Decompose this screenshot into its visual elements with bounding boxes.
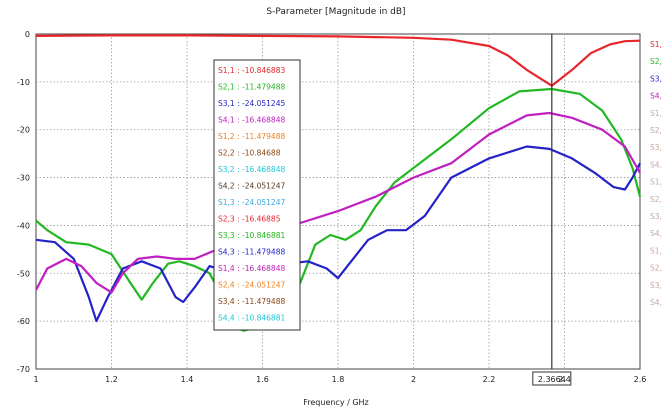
side-legend-entry: S4, bbox=[650, 298, 662, 307]
x-tick-labels: 1 1.2 1.4 1.6 1.8 2 2.2 2.4 2.6 bbox=[33, 375, 646, 384]
legend-entry: S2,2 : -10.84688 bbox=[218, 149, 281, 158]
legend-entry: S1,2 : -11.479488 bbox=[218, 132, 285, 141]
side-legend-entry: S2, bbox=[650, 126, 662, 135]
value-legend-box: S1,1 : -10.846883 S2,1 : -11.479488 S3,1 :… bbox=[213, 59, 301, 331]
x-axis-label: Frequency / GHz bbox=[303, 398, 369, 407]
y-tick-label: -10 bbox=[17, 78, 30, 87]
x-tick-label: 2.4 bbox=[558, 375, 571, 384]
side-legend-entry: S3, bbox=[650, 281, 662, 290]
x-tick-label: 2 bbox=[411, 375, 416, 384]
x-tick-label: 2.6 bbox=[634, 375, 647, 384]
y-tick-label: -30 bbox=[17, 174, 30, 183]
side-legend-entry: S3, bbox=[650, 143, 662, 152]
legend-entry: S3,3 : -10.846881 bbox=[218, 231, 285, 240]
x-tick-label: 1.2 bbox=[105, 375, 118, 384]
legend-entry: S4,2 : -24.051247 bbox=[218, 182, 285, 191]
series-line-s1-1 bbox=[35, 34, 641, 87]
side-legend-entry: S4, bbox=[650, 92, 662, 101]
marker-label-box bbox=[532, 371, 572, 386]
side-legend-entry: S1, bbox=[650, 40, 662, 49]
marker-label: 2.3664 bbox=[538, 375, 566, 384]
legend-entry: S3,1 : -24.051245 bbox=[218, 99, 285, 108]
legend-entry: S2,4 : -24.051247 bbox=[218, 281, 285, 290]
y-tick-label: 0 bbox=[25, 30, 30, 39]
legend-entry: S4,1 : -16.468848 bbox=[218, 116, 285, 125]
legend-entry: S1,1 : -10.846883 bbox=[218, 66, 285, 75]
y-tick-label: -40 bbox=[17, 221, 30, 230]
side-legend-entry: S1, bbox=[650, 178, 662, 187]
side-legend-entry: S3, bbox=[650, 74, 662, 83]
x-tick-label: 1.4 bbox=[181, 375, 194, 384]
legend-entry: S1,3 : -24.051247 bbox=[218, 198, 285, 207]
side-legend: S1, S2, S3, S4, S1, S2, S3, S4, S1, S2, S3, S4, S1, S… bbox=[650, 40, 662, 307]
x-tick-label: 1.6 bbox=[256, 375, 269, 384]
x-tick-label: 2.2 bbox=[483, 375, 496, 384]
side-legend-entry: S4, bbox=[650, 160, 662, 169]
legend-box-frame bbox=[213, 59, 301, 331]
side-legend-entry: S2, bbox=[650, 264, 662, 273]
side-legend-entry: S2, bbox=[650, 195, 662, 204]
series-line-s3-1 bbox=[35, 145, 641, 323]
legend-entry: S4,3 : -11.479488 bbox=[218, 248, 285, 257]
x-tick-label: 1.8 bbox=[332, 375, 345, 384]
side-legend-entry: S3, bbox=[650, 212, 662, 221]
x-tick-label: 1 bbox=[33, 375, 38, 384]
side-legend-entry: S2, bbox=[650, 57, 662, 66]
side-legend-entry: S4, bbox=[650, 229, 662, 238]
legend-entry: S4,4 : -10.846881 bbox=[218, 314, 285, 323]
legend-entry: S3,2 : -16.468848 bbox=[218, 165, 285, 174]
y-tick-labels: 0 -10 -20 -30 -40 -50 -60 -70 bbox=[17, 30, 30, 374]
frequency-marker[interactable]: 2.3664 bbox=[532, 34, 572, 386]
y-tick-label: -50 bbox=[17, 269, 30, 278]
y-tick-label: -70 bbox=[17, 365, 30, 374]
grid bbox=[36, 34, 640, 369]
side-legend-entry: S1, bbox=[650, 246, 662, 255]
y-tick-label: -20 bbox=[17, 126, 30, 135]
legend-entry: S2,3 : -16.46885 bbox=[218, 215, 281, 224]
chart-title: S-Parameter [Magnitude in dB] bbox=[266, 7, 405, 17]
y-tick-label: -60 bbox=[17, 317, 30, 326]
legend-entry: S1,4 : -16.468848 bbox=[218, 264, 285, 273]
legend-entry: S3,4 : -11.479488 bbox=[218, 297, 285, 306]
side-legend-entry: S1, bbox=[650, 109, 662, 118]
legend-entry: S2,1 : -11.479488 bbox=[218, 83, 285, 92]
